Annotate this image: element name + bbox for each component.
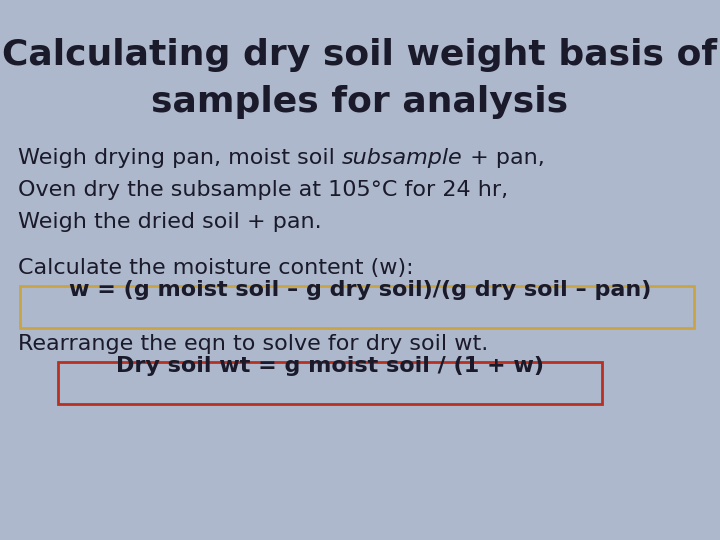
Text: Oven dry the subsample at 105°C for 24 hr,: Oven dry the subsample at 105°C for 24 h… <box>18 180 508 200</box>
Text: + pan,: + pan, <box>463 148 544 168</box>
Text: subsample: subsample <box>342 148 463 168</box>
FancyBboxPatch shape <box>20 286 694 328</box>
Text: Calculating dry soil weight basis of: Calculating dry soil weight basis of <box>2 38 718 72</box>
Text: Weigh drying pan, moist soil: Weigh drying pan, moist soil <box>18 148 342 168</box>
Text: Calculate the moisture content (w):: Calculate the moisture content (w): <box>18 258 413 278</box>
FancyBboxPatch shape <box>58 362 602 404</box>
Text: samples for analysis: samples for analysis <box>151 85 569 119</box>
Text: w = (g moist soil – g dry soil)/(g dry soil – pan): w = (g moist soil – g dry soil)/(g dry s… <box>69 280 651 300</box>
Text: Dry soil wt = g moist soil / (1 + w): Dry soil wt = g moist soil / (1 + w) <box>116 356 544 376</box>
Text: Weigh the dried soil + pan.: Weigh the dried soil + pan. <box>18 212 322 232</box>
Text: Rearrange the eqn to solve for dry soil wt.: Rearrange the eqn to solve for dry soil … <box>18 334 488 354</box>
